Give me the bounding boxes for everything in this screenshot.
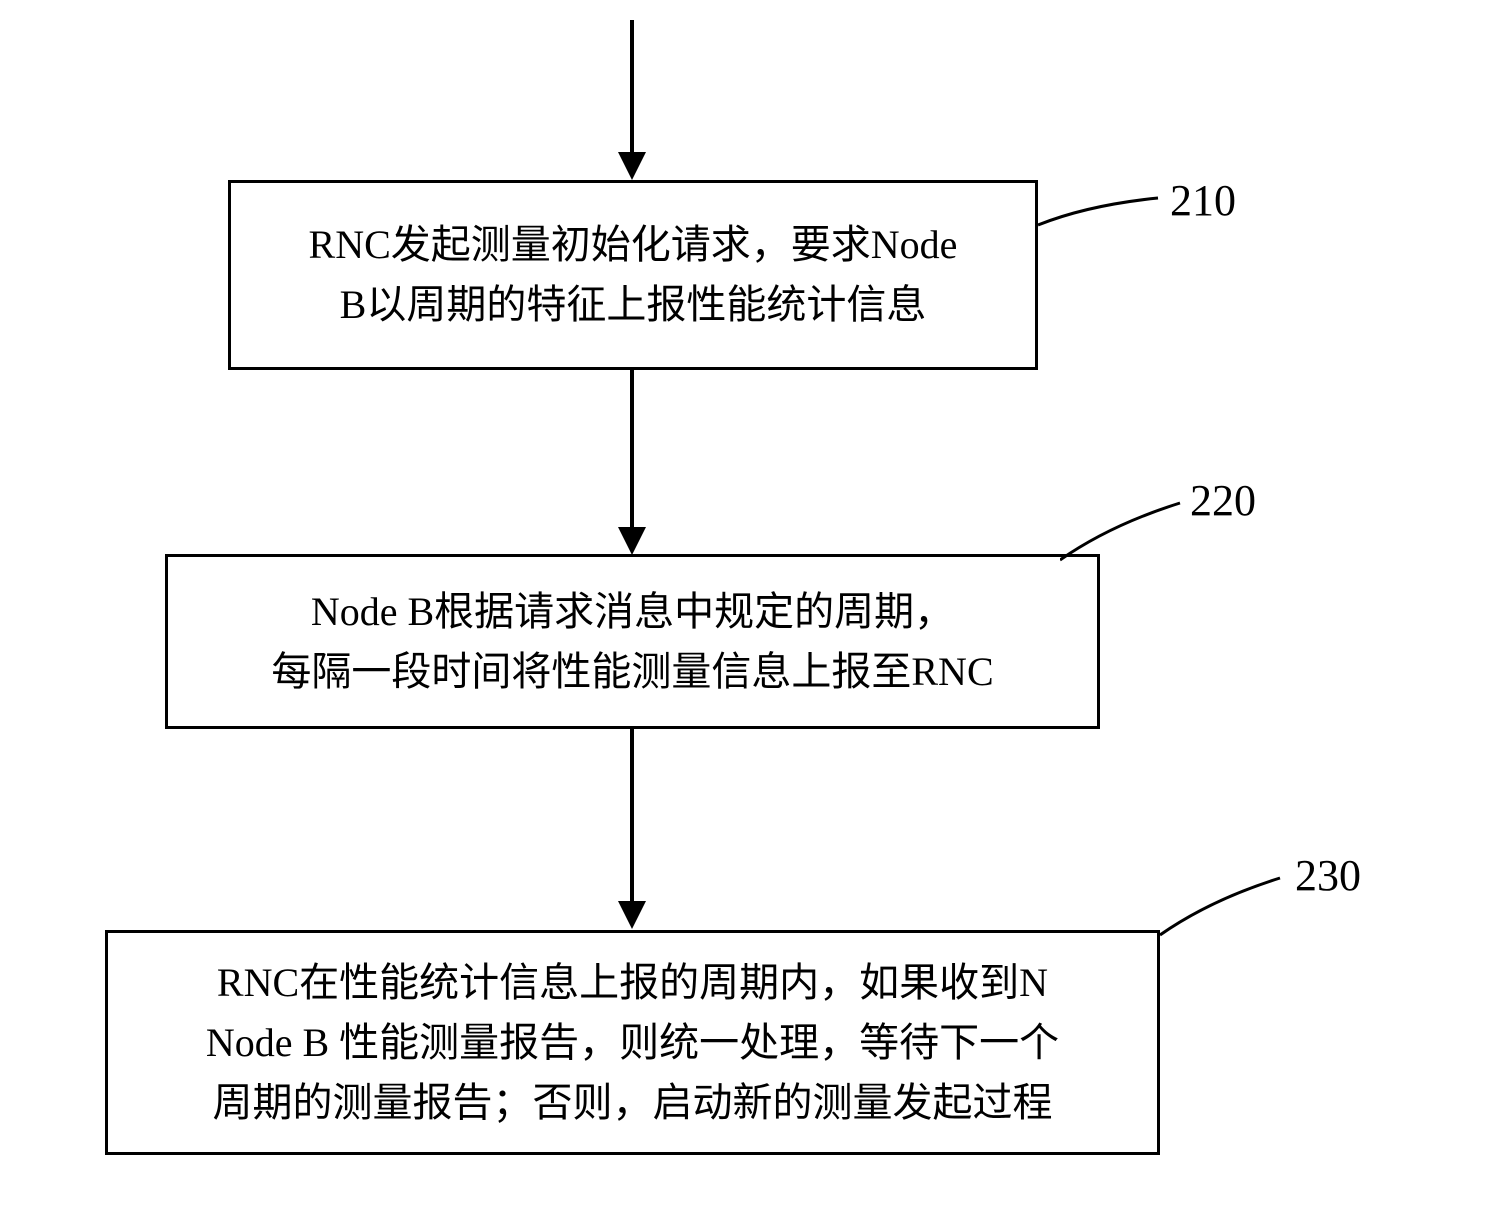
arrow-line-3 [630,729,634,904]
label-210: 210 [1170,175,1236,226]
box-1-line-2: B以周期的特征上报性能统计信息 [340,282,927,327]
box-3-line-2: Node B 性能测量报告，则统一处理，等待下一个 [206,1020,1059,1065]
box-2-line-1: Node B根据请求消息中规定的周期， [311,589,954,634]
label-connector-2 [1060,495,1190,570]
flowchart-box-2: Node B根据请求消息中规定的周期， 每隔一段时间将性能测量信息上报至RNC [165,554,1100,729]
box-3-line-3: 周期的测量报告；否则，启动新的测量发起过程 [212,1080,1052,1125]
flowchart-container: RNC发起测量初始化请求，要求Node B以周期的特征上报性能统计信息 210 … [0,0,1487,1223]
arrow-head-3 [618,901,646,929]
label-220: 220 [1190,475,1256,526]
label-230: 230 [1295,850,1361,901]
flowchart-box-1: RNC发起测量初始化请求，要求Node B以周期的特征上报性能统计信息 [228,180,1038,370]
label-connector-1 [1038,190,1168,240]
box-1-text: RNC发起测量初始化请求，要求Node B以周期的特征上报性能统计信息 [309,215,958,335]
box-2-line-2: 每隔一段时间将性能测量信息上报至RNC [271,649,993,694]
label-connector-3 [1160,870,1290,945]
box-1-line-1: RNC发起测量初始化请求，要求Node [309,222,958,267]
arrow-line-2 [630,370,634,530]
box-3-line-1: RNC在性能统计信息上报的周期内，如果收到N [217,960,1048,1005]
arrow-line-1 [630,20,634,155]
arrow-head-1 [618,152,646,180]
box-2-text: Node B根据请求消息中规定的周期， 每隔一段时间将性能测量信息上报至RNC [271,582,993,702]
flowchart-box-3: RNC在性能统计信息上报的周期内，如果收到N Node B 性能测量报告，则统一… [105,930,1160,1155]
arrow-head-2 [618,527,646,555]
box-3-text: RNC在性能统计信息上报的周期内，如果收到N Node B 性能测量报告，则统一… [206,953,1059,1133]
